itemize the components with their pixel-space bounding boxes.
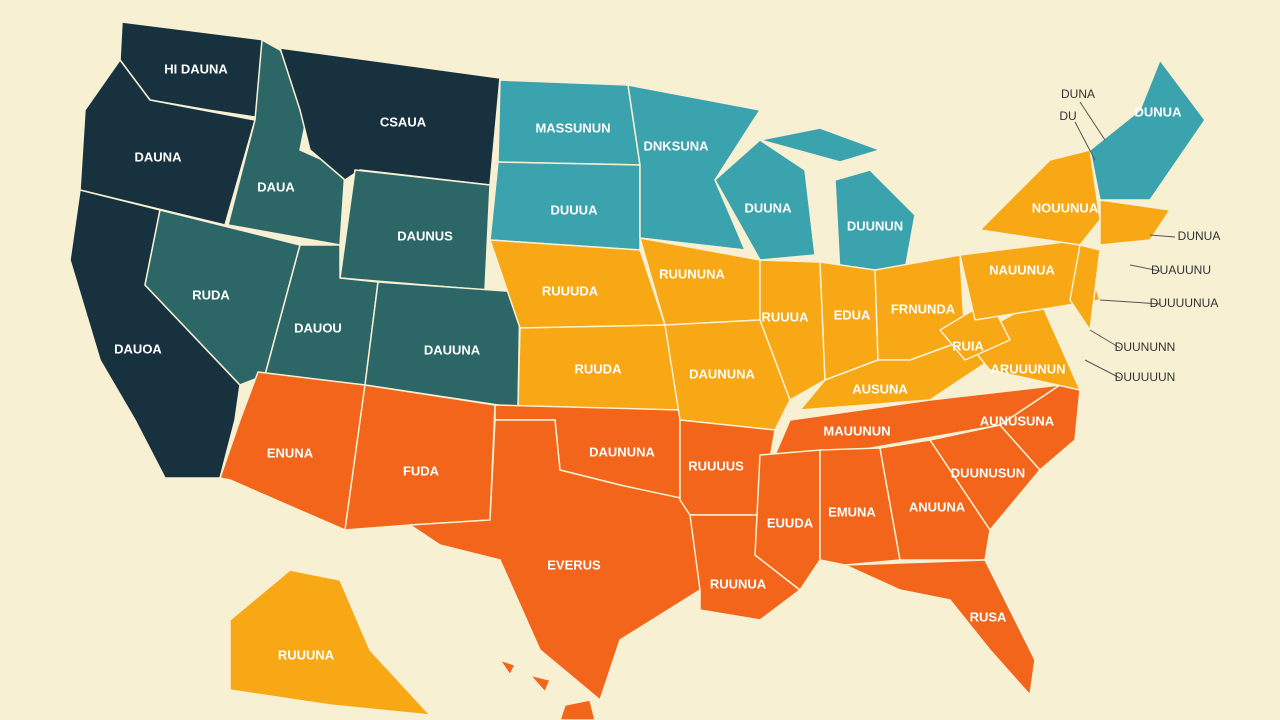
region-label: DUNUA [1135, 104, 1183, 119]
region-label: RUUUUS [688, 458, 744, 473]
region-label: FRNUNDA [891, 301, 956, 316]
region-label: DAUNA [135, 149, 183, 164]
callout-label: DUNA [1061, 87, 1095, 101]
region-label: DAUOU [294, 320, 342, 335]
region-label: NAUUNUA [989, 262, 1055, 277]
region-label: ANUUNA [909, 499, 966, 514]
region-label: MASSUNUN [535, 120, 610, 135]
region-label: DAUNUNA [589, 444, 655, 459]
region-label: EMUNA [828, 504, 876, 519]
callout-label: DUNUA [1178, 229, 1221, 243]
region-label: FUDA [403, 463, 440, 478]
callout-label: DUUUUUN [1115, 370, 1176, 384]
region-label: MAUUNUN [823, 423, 890, 438]
region-label: RUUUDA [542, 283, 599, 298]
region-label: DNKSUNA [644, 138, 710, 153]
callout-label: DUAUUNU [1151, 263, 1211, 277]
region-label: DAUNUNA [689, 366, 755, 381]
region-label: NOUUNUA [1032, 200, 1099, 215]
region-label: EUUDA [767, 515, 814, 530]
region-label: RUUNUNA [659, 266, 725, 281]
region-label: ARUUUNUN [990, 361, 1065, 376]
callout-label: DUUNUNN [1115, 340, 1176, 354]
region-label: DAUA [257, 179, 295, 194]
region-label: RUIA [952, 338, 984, 353]
region-label: RUUUA [762, 309, 810, 324]
region-label: CSAUA [380, 114, 427, 129]
region-label: DAUUNA [424, 342, 481, 357]
callout-label: DU [1059, 109, 1076, 123]
region-label: RUUUNA [278, 647, 335, 662]
region-label: DUUNA [745, 200, 793, 215]
region-label: EDUA [834, 307, 871, 322]
region-label: DUUUA [551, 202, 599, 217]
region-label: RUSA [970, 609, 1007, 624]
labels: HI DAUNA CSAUA DAUNA DAUA DAUNUS RUDA DA… [114, 61, 1220, 662]
region-label: EVERUS [547, 557, 601, 572]
region-label: AUSUNA [852, 381, 908, 396]
region-label: AUNUSUNA [980, 413, 1055, 428]
callout-lines [1074, 101, 1176, 379]
region-label: RUDA [192, 287, 230, 302]
region-label: RUUDA [575, 361, 623, 376]
region-label: DAUOA [114, 341, 162, 356]
region-label: DUUNUN [847, 218, 903, 233]
callout-label: DUUUUNUA [1150, 296, 1219, 310]
states [69, 21, 1206, 720]
region-label: ENUNA [267, 445, 314, 460]
region-label: RUUNUA [710, 576, 767, 591]
region-label: DAUNUS [397, 228, 453, 243]
region-label: HI DAUNA [164, 61, 228, 76]
region-label: DUUNUSUN [951, 465, 1025, 480]
